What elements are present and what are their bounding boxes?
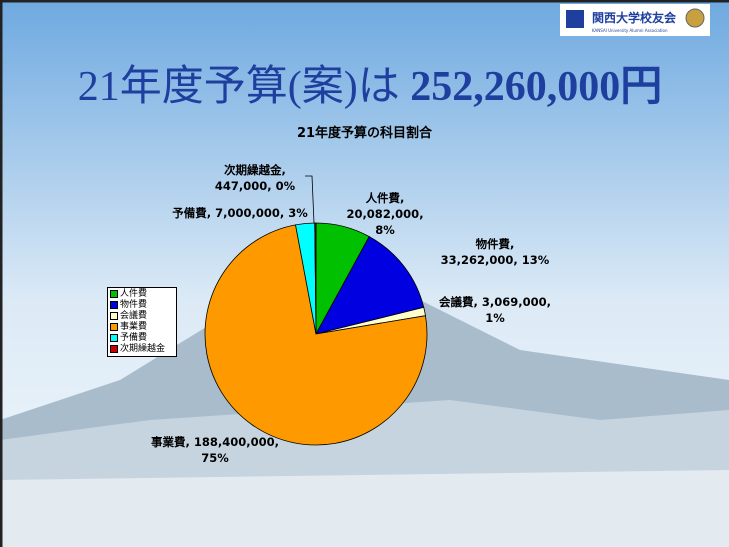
- chart-title: 21年度予算の科目割合: [296, 126, 433, 141]
- legend-swatch: [110, 344, 118, 353]
- legend-item: 次期繰越金: [110, 344, 174, 355]
- pie-slice: [315, 236, 425, 335]
- logo-art: 関西大学校友会 KANSAI University Alumni Associa…: [566, 8, 705, 33]
- legend: 人件費 物件費 会議費 事業費 予備費 次期繰越金: [107, 287, 177, 357]
- legend-label: 事業費: [120, 322, 148, 332]
- leader-line: [305, 175, 315, 224]
- data-label: 物件費, 33,262,000, 13%: [440, 237, 550, 267]
- data-label: 会議費, 3,069,000, 1%: [439, 295, 551, 325]
- data-label: 人件費, 20,082,000, 8%: [346, 191, 424, 237]
- legend-item: 会議費: [110, 311, 174, 322]
- pie-slice: [314, 222, 317, 335]
- legend-swatch: [110, 289, 118, 298]
- legend-label: 人件費: [120, 289, 148, 299]
- legend-label: 物件費: [120, 300, 148, 310]
- legend-label: 予備費: [120, 333, 148, 343]
- legend-label: 次期繰越金: [120, 344, 166, 354]
- heading-prefix: 21年度予算(案)は: [77, 64, 411, 110]
- legend-label: 会議費: [120, 311, 148, 321]
- legend-item: 事業費: [110, 322, 174, 333]
- legend-swatch: [110, 333, 118, 342]
- legend-swatch: [110, 311, 118, 320]
- legend-swatch: [110, 300, 118, 309]
- legend-item: 人件費: [110, 289, 174, 300]
- legend-swatch: [110, 322, 118, 331]
- logo-subtitle: KANSAI University Alumni Association: [592, 28, 668, 33]
- logo: 関西大学校友会 KANSAI University Alumni Associa…: [560, 4, 710, 36]
- data-label: 事業費, 188,400,000, 75%: [151, 435, 279, 465]
- legend-item: 物件費: [110, 300, 174, 311]
- heading-amount: 252,260,000円: [410, 64, 663, 110]
- data-label: 予備費, 7,000,000, 3%: [172, 206, 308, 220]
- pie-slice: [204, 224, 428, 446]
- data-label: 次期繰越金, 447,000, 0%: [214, 163, 296, 193]
- logo-name: 関西大学校友会: [592, 10, 677, 25]
- heading: 21年度予算(案)は 252,260,000円: [0, 52, 729, 113]
- legend-item: 予備費: [110, 333, 174, 344]
